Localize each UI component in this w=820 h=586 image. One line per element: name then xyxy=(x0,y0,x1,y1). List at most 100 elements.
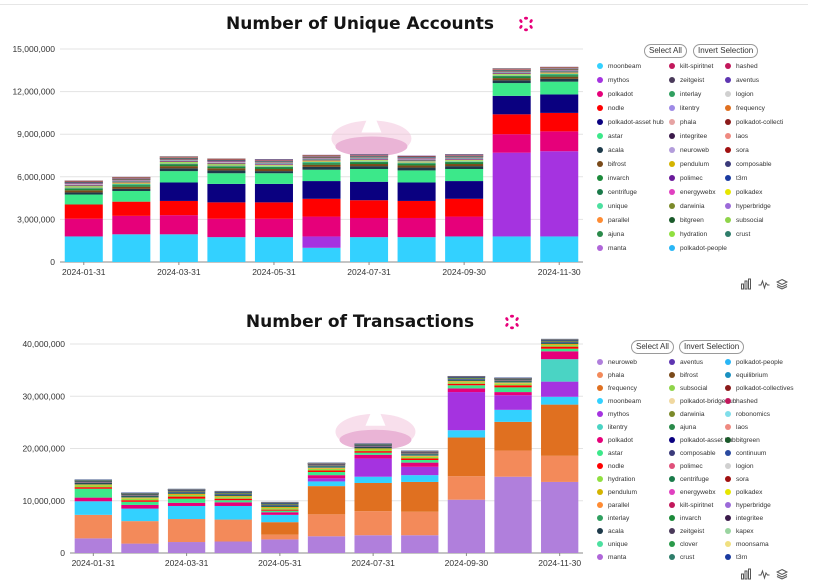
bar-segment[interactable] xyxy=(494,450,532,477)
bar-segment[interactable] xyxy=(254,218,293,238)
bar-segment[interactable] xyxy=(207,173,246,184)
bar-segment[interactable] xyxy=(167,502,206,506)
legend-item[interactable]: unique xyxy=(597,541,628,549)
bar-chart-icon[interactable] xyxy=(740,568,752,580)
legend-item[interactable]: litentry xyxy=(597,424,627,432)
legend-item[interactable]: polimec xyxy=(669,175,703,183)
legend-item[interactable]: t3rn xyxy=(725,554,747,562)
legend-item[interactable]: integritee xyxy=(669,133,707,141)
legend-item[interactable]: logion xyxy=(725,463,754,471)
bar-segment[interactable] xyxy=(74,538,112,553)
bar-segment[interactable] xyxy=(112,183,151,185)
bar-segment[interactable] xyxy=(401,454,439,456)
bar-segment[interactable] xyxy=(121,497,159,498)
bar-segment[interactable] xyxy=(354,448,392,450)
legend-item[interactable]: polkadot xyxy=(597,437,633,445)
legend-item[interactable]: subsocial xyxy=(725,217,764,225)
legend-item[interactable]: phala xyxy=(597,372,624,380)
bar-segment[interactable] xyxy=(261,514,299,523)
bar-segment[interactable] xyxy=(121,497,159,499)
bar-segment[interactable] xyxy=(112,215,151,235)
bar-segment[interactable] xyxy=(254,171,293,174)
bar-segment[interactable] xyxy=(350,237,389,262)
legend-item[interactable]: logion xyxy=(725,91,754,99)
bar-segment[interactable] xyxy=(541,342,579,344)
legend-item[interactable]: polkadot-people xyxy=(725,359,783,367)
legend-item[interactable]: hydration xyxy=(597,476,635,484)
bar-segment[interactable] xyxy=(64,186,103,187)
bar-segment[interactable] xyxy=(207,166,246,167)
bar-segment[interactable] xyxy=(492,80,531,84)
bar-segment[interactable] xyxy=(167,519,206,543)
bar-segment[interactable] xyxy=(401,466,439,476)
bar-segment[interactable] xyxy=(74,501,112,515)
bar-segment[interactable] xyxy=(401,456,439,457)
line-chart-icon[interactable] xyxy=(758,568,770,580)
bar-segment[interactable] xyxy=(350,200,389,218)
legend-item[interactable]: zeitgeist xyxy=(669,528,704,536)
bar-segment[interactable] xyxy=(541,348,579,352)
bar-segment[interactable] xyxy=(541,404,579,456)
bar-segment[interactable] xyxy=(207,166,246,169)
bar-segment[interactable] xyxy=(445,161,484,163)
bar-segment[interactable] xyxy=(207,164,246,165)
bar-segment[interactable] xyxy=(492,114,531,135)
bar-segment[interactable] xyxy=(112,234,151,262)
legend-item[interactable]: polkadot-collecti xyxy=(725,119,783,127)
bar-segment[interactable] xyxy=(350,181,389,201)
bar-segment[interactable] xyxy=(445,216,484,237)
legend-item[interactable]: parallel xyxy=(597,502,629,510)
bar-segment[interactable] xyxy=(254,202,293,219)
bar-segment[interactable] xyxy=(74,497,112,502)
bar-segment[interactable] xyxy=(540,94,579,113)
bar-segment[interactable] xyxy=(302,162,341,164)
bar-segment[interactable] xyxy=(350,161,389,162)
bar-segment[interactable] xyxy=(261,507,299,509)
legend-item[interactable]: moonbeam xyxy=(597,63,641,71)
bar-segment[interactable] xyxy=(159,171,198,183)
legend-item[interactable]: neuroweb xyxy=(597,359,637,367)
legend-item[interactable]: clover xyxy=(669,541,698,549)
bar-segment[interactable] xyxy=(302,166,341,170)
bar-segment[interactable] xyxy=(494,409,532,422)
bar-segment[interactable] xyxy=(494,382,532,383)
bar-segment[interactable] xyxy=(447,430,486,438)
bar-segment[interactable] xyxy=(254,166,293,167)
bar-segment[interactable] xyxy=(492,95,531,115)
bar-segment[interactable] xyxy=(494,383,532,386)
bar-segment[interactable] xyxy=(307,468,346,469)
bar-segment[interactable] xyxy=(540,75,579,77)
bar-segment[interactable] xyxy=(494,392,532,396)
legend-item[interactable]: polkadex xyxy=(725,489,762,497)
bar-segment[interactable] xyxy=(74,485,112,488)
bar-segment[interactable] xyxy=(494,421,532,451)
legend-item[interactable]: sora xyxy=(725,147,749,155)
bar-segment[interactable] xyxy=(159,200,198,216)
legend-item[interactable]: crust xyxy=(669,554,694,562)
bar-segment[interactable] xyxy=(397,162,436,164)
bar-segment[interactable] xyxy=(307,467,346,469)
bar-segment[interactable] xyxy=(494,385,532,388)
bar-segment[interactable] xyxy=(354,454,392,459)
bar-segment[interactable] xyxy=(112,184,151,186)
bar-segment[interactable] xyxy=(302,247,341,262)
legend-item[interactable]: polkadot-asset hub xyxy=(669,437,736,445)
legend-item[interactable]: parallel xyxy=(597,217,629,225)
bar-segment[interactable] xyxy=(447,380,486,382)
bar-segment[interactable] xyxy=(354,458,392,477)
bar-segment[interactable] xyxy=(492,236,531,262)
legend-item[interactable]: astar xyxy=(597,450,623,458)
bar-segment[interactable] xyxy=(307,514,346,537)
bar-segment[interactable] xyxy=(541,396,579,405)
bar-segment[interactable] xyxy=(350,168,389,182)
bar-segment[interactable] xyxy=(401,455,439,456)
legend-item[interactable]: polkadot-collectives xyxy=(725,385,794,393)
bar-segment[interactable] xyxy=(261,505,299,507)
bar-segment[interactable] xyxy=(354,452,392,455)
bar-segment[interactable] xyxy=(397,163,436,165)
bar-segment[interactable] xyxy=(112,201,151,216)
bar-segment[interactable] xyxy=(307,467,346,468)
bar-segment[interactable] xyxy=(207,202,246,219)
legend-item[interactable]: darwinia xyxy=(669,411,705,419)
bar-segment[interactable] xyxy=(445,164,484,167)
